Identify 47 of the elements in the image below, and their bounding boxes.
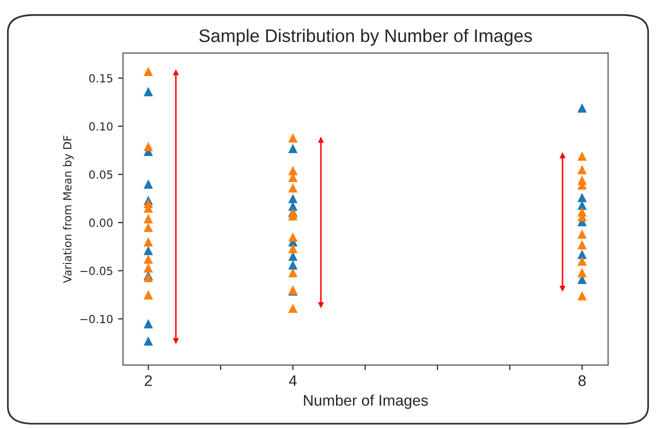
point: [144, 263, 153, 272]
point: [577, 164, 587, 174]
x-tick-label: 4: [289, 375, 297, 386]
point: [577, 151, 587, 161]
y-tick-label: 0.10: [89, 122, 113, 131]
y-tick-label: 0.05: [89, 170, 112, 179]
x-tick-label: 2: [144, 375, 152, 386]
x-axis-title: Number of Images: [304, 394, 428, 409]
point: [577, 200, 587, 210]
point: [144, 222, 153, 232]
point: [288, 144, 298, 154]
point: [288, 232, 298, 242]
point: [288, 260, 298, 270]
point: [288, 133, 298, 142]
point: [288, 304, 298, 313]
point: [577, 250, 587, 259]
chart-title: Sample Distribution by Number of Images: [199, 28, 532, 46]
point: [577, 103, 587, 113]
point: [577, 268, 587, 278]
point: [577, 291, 587, 300]
y-tick-label: 0.15: [89, 74, 112, 82]
x-tick-label: 8: [578, 375, 586, 386]
point: [144, 179, 153, 189]
point: [577, 229, 587, 239]
point: [144, 86, 153, 96]
y-axis-title: Variation from Mean by DF: [62, 136, 74, 284]
point: [144, 214, 153, 224]
y-tick-label: 0.00: [89, 218, 113, 227]
point: [144, 66, 153, 76]
point: [144, 246, 153, 256]
point: [144, 237, 153, 246]
point: [144, 319, 153, 328]
point: [288, 252, 298, 261]
point: [288, 194, 298, 204]
y-tick-label: −0.10: [80, 314, 113, 324]
point: [144, 336, 153, 346]
point: [144, 290, 153, 300]
y-tick-label: −0.05: [80, 266, 112, 276]
point: [144, 254, 153, 264]
point: [577, 240, 587, 250]
point: [288, 268, 298, 278]
point: [577, 192, 587, 202]
point: [288, 183, 298, 193]
point: [288, 244, 298, 254]
point: [288, 166, 298, 176]
point: [577, 256, 587, 266]
point: [144, 142, 153, 152]
